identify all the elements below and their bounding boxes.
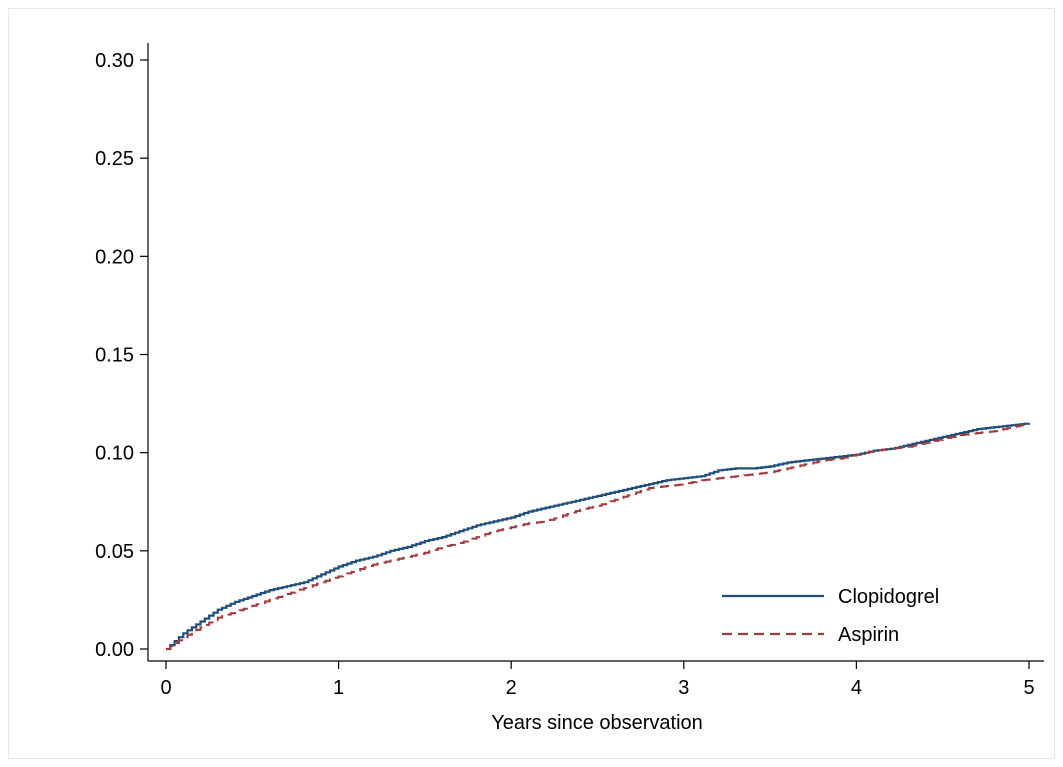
series-line-aspirin (166, 423, 1029, 649)
y-tick-label: 0.10 (95, 443, 134, 465)
legend-label-clopidogrel: Clopidogrel (838, 586, 939, 608)
legend: Clopidogrel Aspirin (722, 586, 939, 646)
x-tick-label: 4 (851, 677, 862, 699)
series-layer (166, 423, 1029, 649)
y-tick-label: 0.20 (95, 246, 134, 268)
x-axis-title: Years since observation (491, 712, 703, 734)
axes (148, 43, 1044, 661)
legend-label-aspirin: Aspirin (838, 624, 899, 646)
x-tick-label: 2 (506, 677, 517, 699)
y-tick-label: 0.30 (95, 50, 134, 72)
y-tick-label: 0.15 (95, 345, 134, 367)
x-tick-label: 0 (160, 677, 171, 699)
x-tick-label: 1 (333, 677, 344, 699)
y-tick-label: 0.00 (95, 639, 134, 661)
x-tick-label: 5 (1023, 677, 1034, 699)
y-tick-label: 0.25 (95, 148, 134, 170)
y-ticks: 0.00 0.05 0.10 0.15 0.20 0.25 0.30 (95, 50, 148, 661)
series-line-clopidogrel (166, 423, 1029, 649)
y-tick-label: 0.05 (95, 541, 134, 563)
x-ticks: 0 1 2 3 4 5 (160, 661, 1034, 699)
x-tick-label: 3 (678, 677, 689, 699)
